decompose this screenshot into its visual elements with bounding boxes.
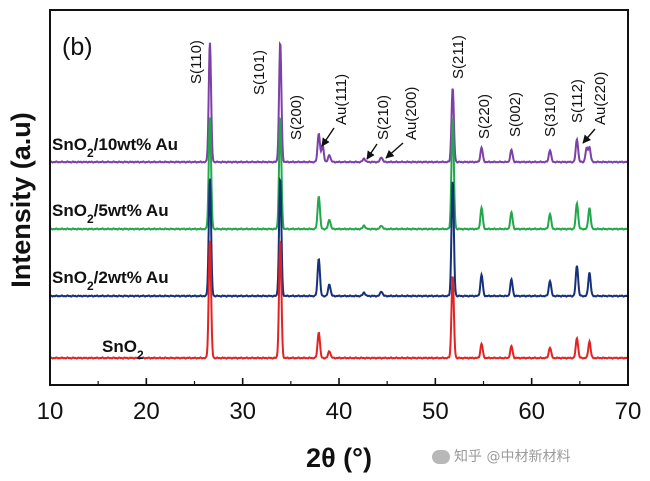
- series-label-2: SnO2/5wt% Au: [52, 201, 169, 226]
- series-line-4: [49, 238, 629, 360]
- x-axis-label: 2θ (°): [306, 443, 372, 473]
- watermark-text: 知乎 @中材新材料: [454, 449, 571, 465]
- panel-label: (b): [62, 33, 93, 61]
- x-tick-label-30: 30: [229, 398, 256, 425]
- plot-frame: [49, 9, 629, 386]
- series-line-1: [49, 40, 629, 164]
- x-tick-label-20: 20: [133, 398, 160, 425]
- x-tick-label-10: 10: [37, 398, 64, 425]
- peak-arrow-4: [321, 127, 335, 147]
- series-line-3: [49, 176, 629, 298]
- x-tick-label-50: 50: [422, 398, 449, 425]
- peak-label-3: S(200): [288, 95, 305, 140]
- peak-label-4: Au(111): [333, 74, 350, 125]
- peak-label-6: S(210): [375, 95, 392, 140]
- peak-arrow-13: [582, 128, 596, 144]
- peak-label-7: Au(200): [403, 87, 420, 140]
- x-tick-label-70: 70: [615, 398, 642, 425]
- series-line-2: [49, 115, 629, 231]
- peak-label-12: S(112): [569, 79, 586, 123]
- wechat-icon: [432, 450, 450, 464]
- peak-label-11: S(310): [542, 92, 559, 137]
- peak-arrow-6: [366, 143, 378, 160]
- series-label-3: SnO2/2wt% Au: [52, 268, 169, 293]
- x-tick-label-60: 60: [518, 398, 545, 425]
- peak-label-13: Au(220): [592, 72, 609, 125]
- peak-label-10: S(002): [507, 92, 524, 137]
- peak-arrow-7: [385, 142, 404, 159]
- peak-label-8: S(211): [450, 35, 467, 79]
- peak-label-1: S(110): [188, 40, 205, 84]
- series-label-4: SnO2: [102, 337, 144, 362]
- y-axis-label: Intensity (a.u): [6, 112, 36, 288]
- peak-label-9: S(220): [476, 94, 493, 139]
- series-label-1: SnO2/10wt% Au: [52, 135, 178, 160]
- watermark: 知乎 @中材新材料: [432, 446, 570, 466]
- peak-label-2: S(101): [251, 50, 268, 95]
- x-tick-label-40: 40: [326, 398, 353, 425]
